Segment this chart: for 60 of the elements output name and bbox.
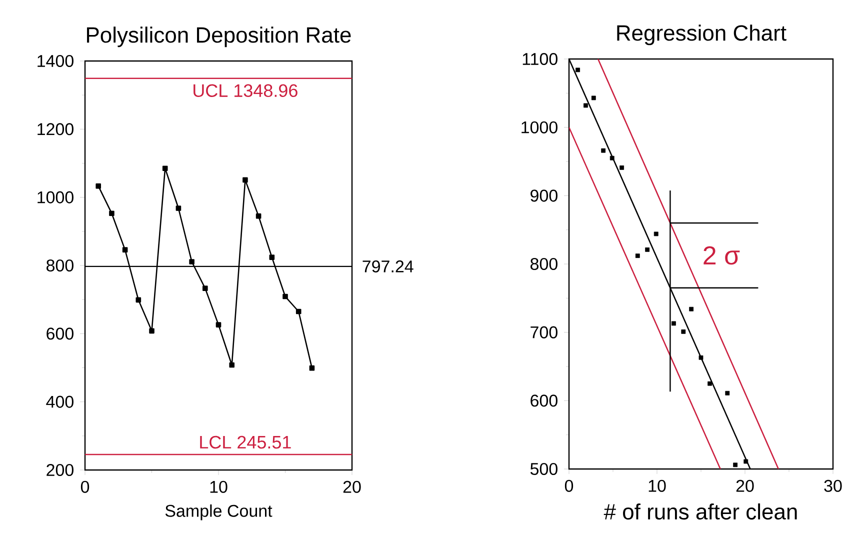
y-tick-label: 1400 [38,54,74,68]
point [672,321,676,326]
y-tick-label: 800 [530,258,558,270]
point [229,362,235,368]
point [162,166,168,172]
y-tick-label: 1000 [522,121,558,134]
ref-line-label: UCL 1348.96 [194,84,298,97]
y-tick-label: 600 [46,328,74,340]
x-tick-label: 20 [343,480,361,493]
x-tick-label: 0 [80,480,90,493]
y-tick-label: 500 [530,462,558,476]
point [269,254,275,260]
point [601,148,606,153]
point [309,365,315,371]
point [216,322,222,328]
y-tick-label: 200 [46,464,74,476]
y-tick-label: 900 [530,190,558,202]
ref-line-label: 797.24 [362,260,414,272]
point [256,213,262,219]
y-tick-label: 400 [46,396,74,408]
point [282,294,288,300]
point [176,206,182,211]
point [136,297,142,303]
annotation: 2 σ [704,246,740,265]
x-tick-label: 10 [210,480,228,493]
point [242,177,248,183]
x-tick-label: 0 [564,480,574,492]
y-tick-label: 1200 [38,123,74,136]
point [149,328,154,334]
point [654,232,658,236]
point [296,308,302,314]
point [189,259,194,264]
ref-line-label: LCL 245.51 [200,436,291,449]
point [202,286,208,291]
point [591,96,596,100]
chart-title: Regression Chart [617,24,786,46]
point [635,254,640,258]
point [584,103,588,108]
point [645,247,650,252]
y-tick-label: 600 [530,394,558,407]
y-tick-label: 1000 [38,191,74,204]
point [725,390,730,396]
point [620,165,624,170]
x-axis-title: # of runs after clean [604,503,797,520]
point [122,247,128,252]
x-tick-label: 30 [824,480,842,492]
point [109,210,114,216]
point [689,306,694,312]
point [733,462,738,468]
point [681,329,686,334]
x-tick-label: 20 [736,480,754,492]
chart-title: Polysilicon Deposition Rate [87,26,351,48]
y-tick-label: 800 [46,259,74,272]
x-tick-label: 10 [648,480,666,492]
point [576,68,580,72]
point [96,183,102,189]
x-axis-title: Sample Count [165,504,272,520]
y-tick-label: 700 [530,326,558,338]
point [708,381,712,386]
y-tick-label: 1100 [522,52,558,66]
